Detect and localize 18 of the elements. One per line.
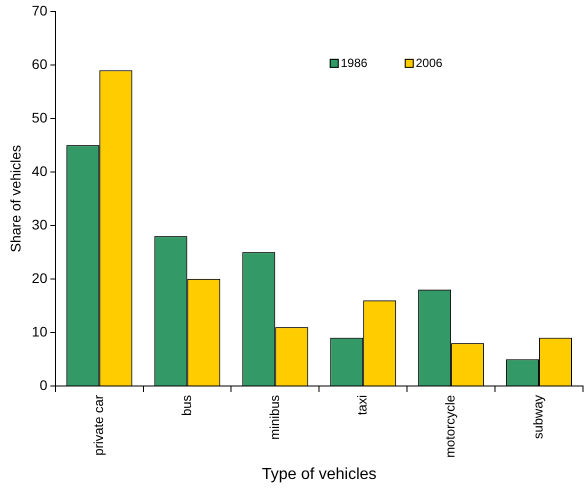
y-tick-label: 20: [32, 270, 48, 286]
y-tick-label: 60: [32, 56, 48, 72]
legend-label: 1986: [340, 56, 368, 70]
y-tick-label: 70: [32, 2, 48, 18]
x-axis-title: Type of vehicles: [262, 466, 377, 483]
y-tick-label: 30: [32, 216, 48, 232]
x-tick-label: motorcycle: [442, 394, 458, 458]
y-tick-label: 50: [32, 109, 48, 126]
y-tick-label: 10: [32, 323, 48, 340]
y-axis-title: Share of vehicles: [7, 144, 24, 252]
x-tick-label: taxi: [354, 394, 370, 416]
legend-label: 2006: [416, 56, 443, 70]
x-tick-label: minibus: [266, 394, 282, 440]
y-tick-label: 0: [40, 376, 48, 393]
x-tick-label: private car: [90, 394, 106, 456]
x-tick-label: bus: [178, 394, 194, 416]
x-tick-label: subway: [530, 394, 546, 440]
y-tick-label: 40: [32, 162, 48, 179]
